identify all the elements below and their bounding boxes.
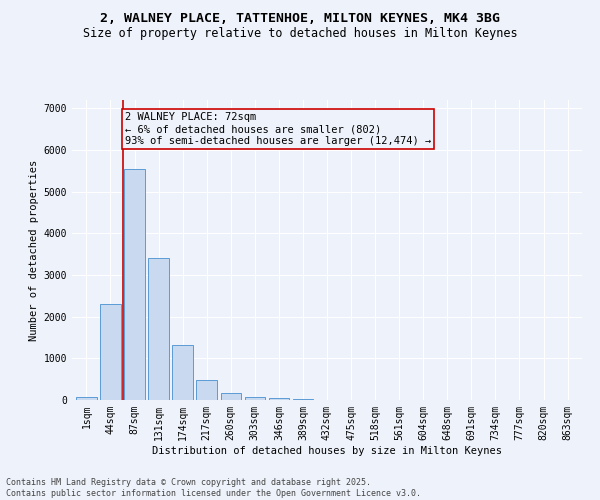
Text: 2, WALNEY PLACE, TATTENHOE, MILTON KEYNES, MK4 3BG: 2, WALNEY PLACE, TATTENHOE, MILTON KEYNE… — [100, 12, 500, 26]
Y-axis label: Number of detached properties: Number of detached properties — [29, 160, 40, 340]
Bar — [245, 396, 265, 400]
Bar — [148, 258, 169, 400]
Bar — [100, 304, 121, 400]
Bar — [293, 399, 313, 400]
Bar — [76, 397, 97, 400]
Bar — [124, 169, 145, 400]
Bar — [172, 344, 193, 400]
Text: Contains HM Land Registry data © Crown copyright and database right 2025.
Contai: Contains HM Land Registry data © Crown c… — [6, 478, 421, 498]
Bar — [221, 392, 241, 400]
Text: 2 WALNEY PLACE: 72sqm
← 6% of detached houses are smaller (802)
93% of semi-deta: 2 WALNEY PLACE: 72sqm ← 6% of detached h… — [125, 112, 431, 146]
Bar — [196, 380, 217, 400]
X-axis label: Distribution of detached houses by size in Milton Keynes: Distribution of detached houses by size … — [152, 446, 502, 456]
Bar — [269, 398, 289, 400]
Text: Size of property relative to detached houses in Milton Keynes: Size of property relative to detached ho… — [83, 28, 517, 40]
